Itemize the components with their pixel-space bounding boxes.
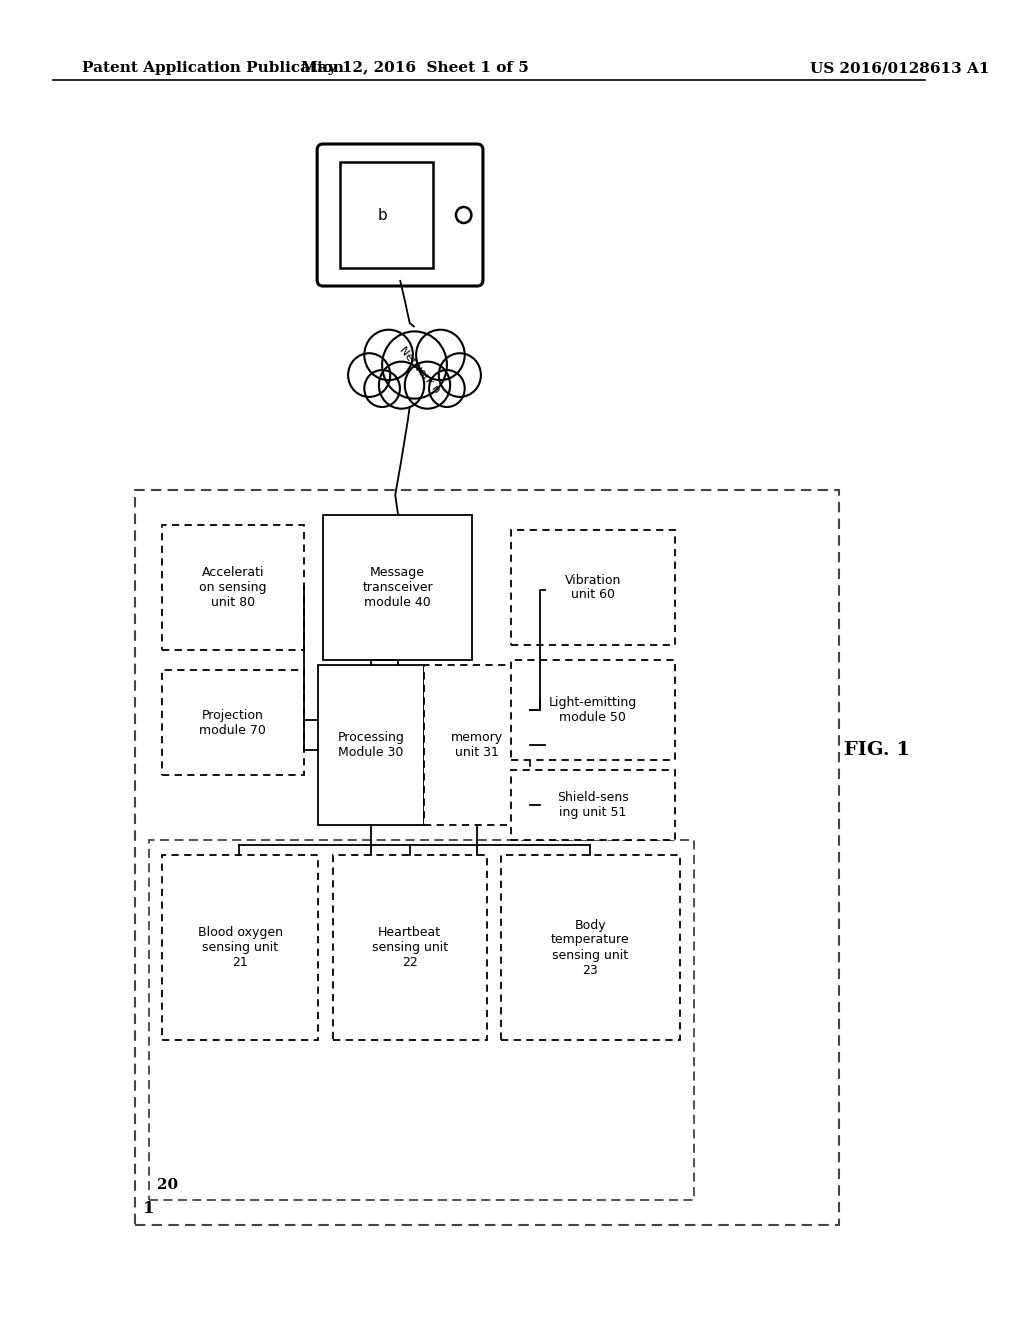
Text: Projection
module 70: Projection module 70 bbox=[200, 709, 266, 737]
Text: 1: 1 bbox=[142, 1200, 155, 1217]
Bar bbox=[318, 665, 424, 825]
Circle shape bbox=[348, 354, 390, 397]
Text: Accelerati
on sensing
unit 80: Accelerati on sensing unit 80 bbox=[199, 566, 266, 609]
Text: Blood oxygen
sensing unit
21: Blood oxygen sensing unit 21 bbox=[198, 927, 283, 969]
Bar bbox=[511, 531, 675, 645]
Text: b: b bbox=[378, 207, 387, 223]
Text: Patent Application Publication: Patent Application Publication bbox=[82, 61, 344, 75]
Text: FIG. 1: FIG. 1 bbox=[844, 741, 910, 759]
Circle shape bbox=[365, 370, 400, 407]
Bar bbox=[340, 162, 433, 268]
Text: Message
transceiver
module 40: Message transceiver module 40 bbox=[362, 566, 433, 609]
Bar bbox=[162, 525, 304, 649]
Circle shape bbox=[429, 370, 465, 407]
Text: memory
unit 31: memory unit 31 bbox=[452, 731, 503, 759]
Bar bbox=[333, 855, 486, 1040]
FancyBboxPatch shape bbox=[317, 144, 483, 286]
Text: Network n: Network n bbox=[397, 345, 441, 395]
Circle shape bbox=[365, 330, 413, 380]
Text: Body
temperature
sensing unit
23: Body temperature sensing unit 23 bbox=[551, 919, 630, 977]
Text: Vibration
unit 60: Vibration unit 60 bbox=[564, 573, 621, 602]
Text: Shield-sens
ing unit 51: Shield-sens ing unit 51 bbox=[557, 791, 629, 818]
Bar bbox=[162, 671, 304, 775]
Circle shape bbox=[439, 354, 481, 397]
Bar bbox=[162, 855, 318, 1040]
Bar bbox=[511, 660, 675, 760]
Bar bbox=[502, 855, 680, 1040]
Text: 20: 20 bbox=[157, 1177, 178, 1192]
Circle shape bbox=[379, 362, 424, 409]
Circle shape bbox=[382, 331, 446, 399]
Bar bbox=[150, 840, 694, 1200]
Bar bbox=[511, 770, 675, 840]
Bar bbox=[135, 490, 839, 1225]
Circle shape bbox=[416, 330, 465, 380]
Bar bbox=[323, 515, 472, 660]
Text: Processing
Module 30: Processing Module 30 bbox=[338, 731, 404, 759]
Text: Light-emitting
module 50: Light-emitting module 50 bbox=[549, 696, 637, 723]
Text: US 2016/0128613 A1: US 2016/0128613 A1 bbox=[810, 61, 989, 75]
Text: Heartbeat
sensing unit
22: Heartbeat sensing unit 22 bbox=[372, 927, 447, 969]
Bar bbox=[424, 665, 530, 825]
Circle shape bbox=[404, 362, 451, 409]
Text: May 12, 2016  Sheet 1 of 5: May 12, 2016 Sheet 1 of 5 bbox=[301, 61, 528, 75]
